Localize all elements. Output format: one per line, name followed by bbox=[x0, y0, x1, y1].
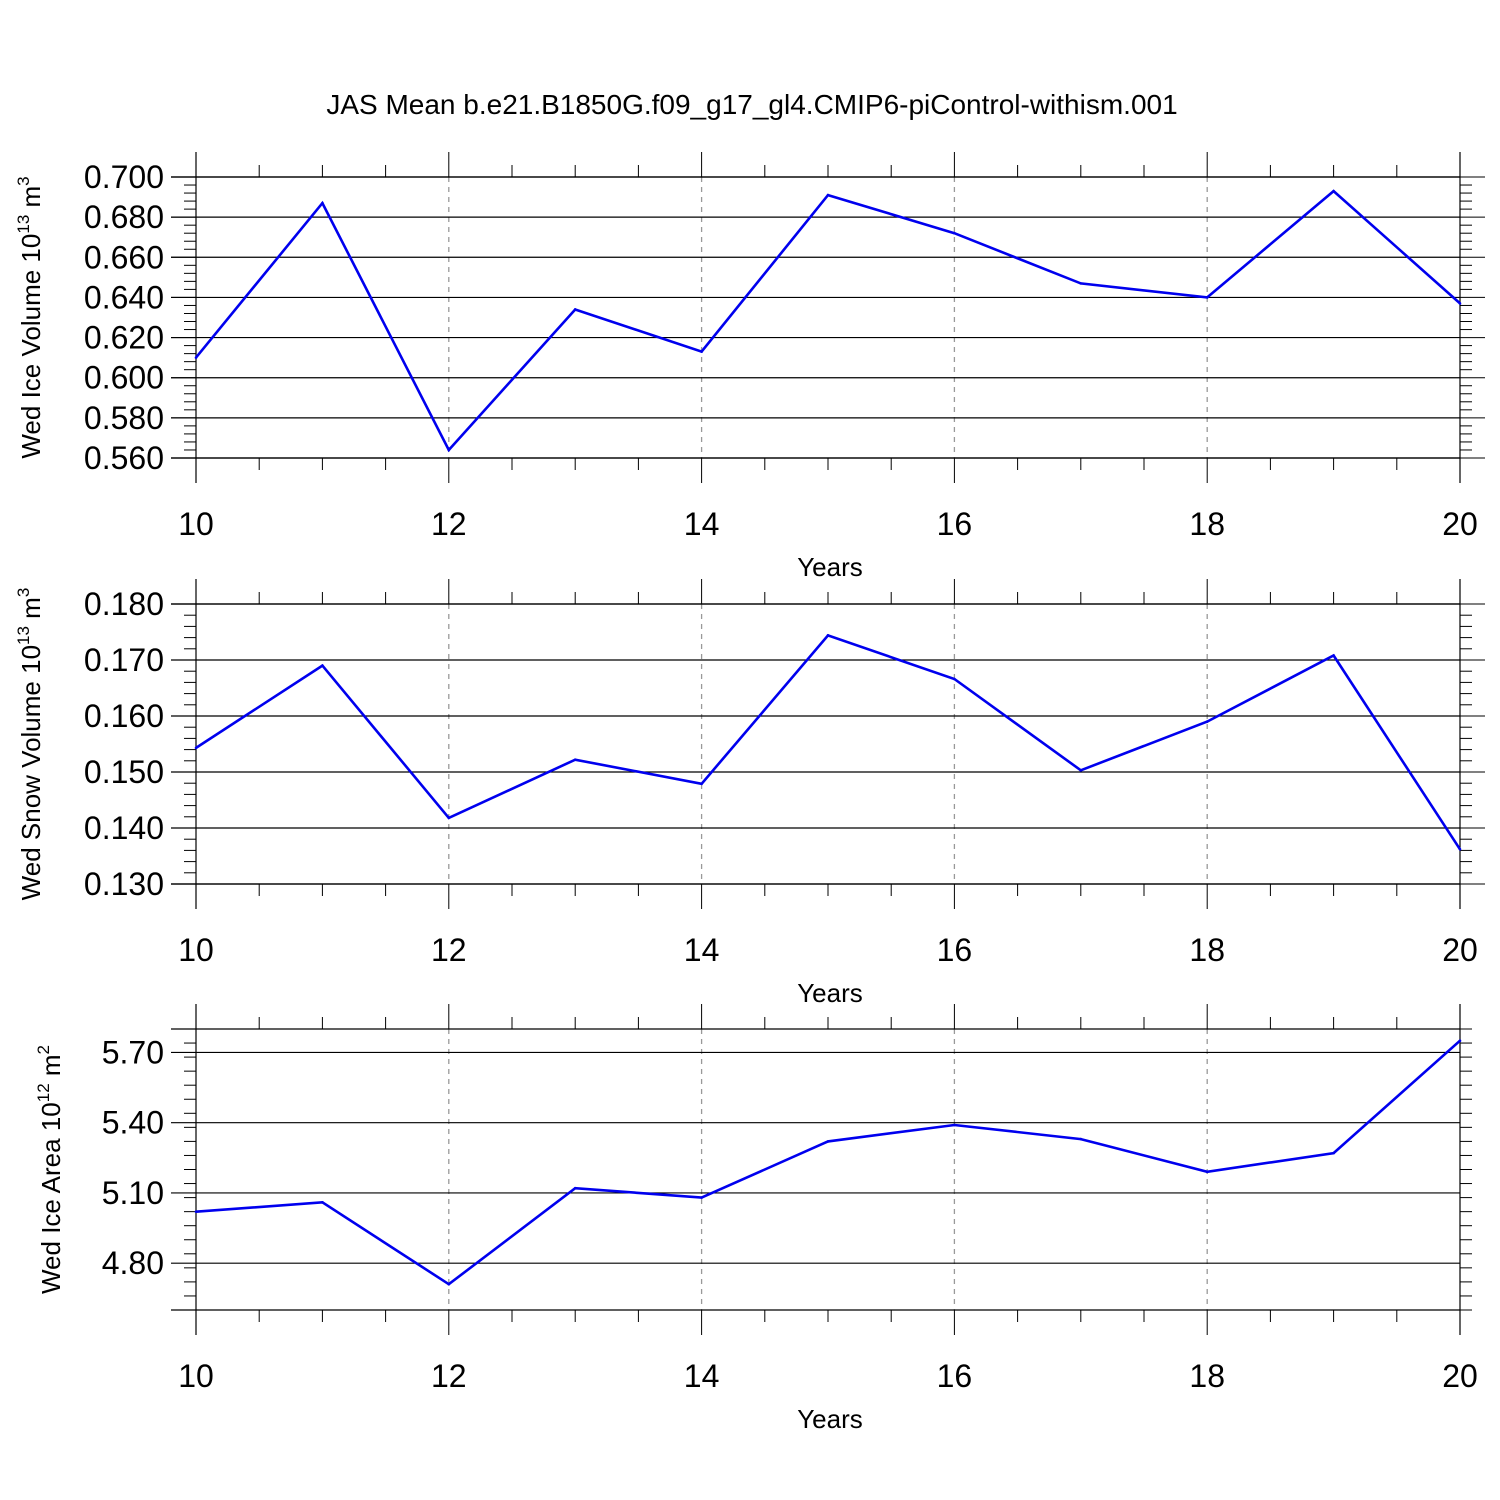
x-tick-label: 16 bbox=[937, 1358, 973, 1394]
data-point bbox=[194, 1210, 198, 1213]
data-point bbox=[194, 356, 198, 359]
data-point bbox=[1079, 1137, 1083, 1141]
y-tick-label: 0.180 bbox=[84, 586, 164, 622]
data-point bbox=[700, 1196, 703, 1199]
data-point bbox=[953, 231, 956, 235]
y-axis-title: Wed Ice Area 1012 m2 bbox=[34, 1045, 66, 1294]
data-point bbox=[826, 1140, 830, 1143]
x-tick-label: 10 bbox=[178, 1358, 214, 1394]
x-axis-title: Years bbox=[797, 552, 863, 582]
y-tick-label: 0.600 bbox=[84, 360, 164, 396]
data-point bbox=[1332, 189, 1335, 193]
y-tick-label: 0.130 bbox=[84, 866, 164, 902]
y-tick-label: 5.10 bbox=[102, 1175, 164, 1211]
data-point bbox=[1079, 282, 1083, 285]
data-point bbox=[1458, 847, 1462, 851]
data-point bbox=[321, 664, 324, 667]
data-point bbox=[573, 308, 577, 311]
data-point bbox=[700, 350, 703, 353]
x-tick-label: 16 bbox=[937, 932, 973, 968]
data-point bbox=[1332, 654, 1335, 657]
data-point bbox=[826, 634, 830, 637]
series-line bbox=[195, 1039, 1461, 1286]
data-point bbox=[447, 448, 451, 452]
x-tick-label: 14 bbox=[684, 506, 720, 542]
y-tick-label: 0.150 bbox=[84, 754, 164, 790]
data-point bbox=[1205, 296, 1209, 299]
y-tick-label: 0.580 bbox=[84, 400, 164, 436]
data-point bbox=[1205, 1170, 1209, 1174]
chart-title: JAS Mean b.e21.B1850G.f09_g17_gl4.CMIP6-… bbox=[326, 89, 1177, 120]
data-point bbox=[953, 677, 956, 681]
y-tick-label: 5.70 bbox=[102, 1034, 164, 1070]
x-tick-label: 10 bbox=[178, 932, 214, 968]
data-point bbox=[1079, 769, 1083, 772]
x-tick-label: 16 bbox=[937, 506, 973, 542]
data-point bbox=[1332, 1151, 1335, 1155]
y-axis-title: Wed Snow Volume 1013 m3 bbox=[14, 588, 46, 901]
data-point bbox=[573, 1186, 577, 1190]
data-point bbox=[953, 1123, 956, 1127]
data-point bbox=[194, 746, 198, 750]
y-tick-label: 0.170 bbox=[84, 642, 164, 678]
x-tick-label: 12 bbox=[431, 932, 467, 968]
x-tick-label: 14 bbox=[684, 1358, 720, 1394]
panel-2: 10 12 14 16 18 20 0.130 0.140 0.150 0.160 0.170 0.1… bbox=[14, 579, 1485, 1008]
data-point bbox=[321, 201, 324, 205]
x-axis-title: Years bbox=[797, 978, 863, 1008]
y-tick-label: 5.40 bbox=[102, 1105, 164, 1141]
y-axis-title: Wed Ice Volume 1013 m3 bbox=[14, 176, 46, 458]
data-point bbox=[447, 816, 451, 820]
y-tick-label: 0.700 bbox=[84, 159, 164, 195]
data-point bbox=[321, 1200, 324, 1204]
y-tick-label: 0.560 bbox=[84, 440, 164, 476]
x-tick-label: 18 bbox=[1189, 932, 1225, 968]
y-tick-label: 4.80 bbox=[102, 1245, 164, 1281]
y-tick-label: 0.660 bbox=[84, 239, 164, 275]
x-tick-label: 20 bbox=[1442, 506, 1478, 542]
data-point bbox=[573, 758, 577, 761]
x-tick-label: 14 bbox=[684, 932, 720, 968]
panel-3: 10 12 14 16 18 20 4.80 5.10 5.40 5.70 Years Wed Ice… bbox=[34, 1004, 1478, 1434]
x-tick-label: 18 bbox=[1189, 1358, 1225, 1394]
x-tick-label: 12 bbox=[431, 506, 467, 542]
panels: 10 12 14 16 18 20 0.560 0.580 0.600 0.620 0.640 0.6… bbox=[14, 152, 1485, 1434]
y-tick-label: 0.640 bbox=[84, 279, 164, 315]
x-tick-label: 20 bbox=[1442, 1358, 1478, 1394]
y-tick-label: 0.160 bbox=[84, 698, 164, 734]
y-tick-label: 0.620 bbox=[84, 320, 164, 356]
data-point bbox=[700, 782, 703, 786]
y-tick-label: 0.140 bbox=[84, 810, 164, 846]
data-point bbox=[1205, 720, 1209, 723]
x-tick-label: 10 bbox=[178, 506, 214, 542]
x-tick-label: 20 bbox=[1442, 932, 1478, 968]
data-point bbox=[826, 193, 830, 197]
x-tick-label: 18 bbox=[1189, 506, 1225, 542]
x-tick-label: 12 bbox=[431, 1358, 467, 1394]
data-point bbox=[1458, 1039, 1462, 1043]
x-axis-title: Years bbox=[797, 1404, 863, 1434]
panel-1: 10 12 14 16 18 20 0.560 0.580 0.600 0.620 0.640 0.6… bbox=[14, 152, 1485, 582]
series-line bbox=[194, 189, 1461, 453]
data-point bbox=[1458, 302, 1462, 305]
y-tick-label: 0.680 bbox=[84, 199, 164, 235]
data-point bbox=[447, 1282, 451, 1286]
series-line bbox=[195, 633, 1462, 851]
